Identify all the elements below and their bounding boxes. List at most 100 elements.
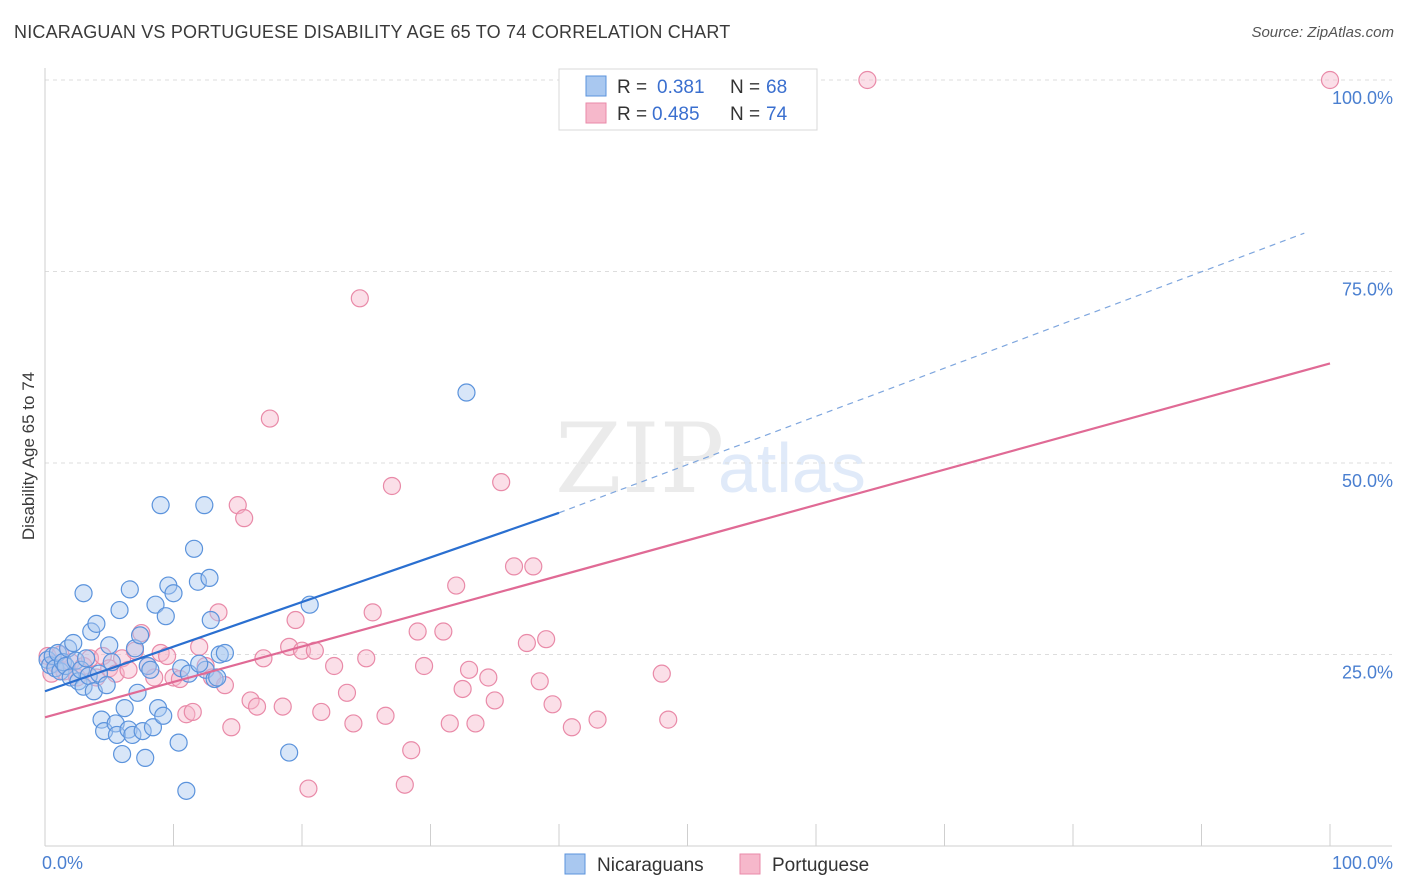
nicaraguan-point-30 [112, 744, 132, 764]
portuguese-point-37 [273, 697, 292, 716]
portuguese-point-72 [588, 710, 607, 729]
portuguese-point-56 [434, 622, 453, 641]
nicaraguan-point-17 [74, 584, 93, 603]
nicaraguan-point-59 [200, 568, 219, 588]
trend-lines [44, 232, 1331, 719]
nicaraguan-trend-extension [558, 232, 1305, 514]
nicaraguan-point-37 [130, 626, 150, 645]
nicaraguan-point-49 [164, 584, 183, 603]
portuguese-point-54 [408, 622, 427, 641]
portuguese-point-30 [222, 718, 241, 737]
nicaraguan-point-22 [92, 710, 111, 729]
watermark-zip: ZIP [555, 403, 724, 515]
legend-n-value-1: 68 [766, 77, 787, 98]
nicaraguan-point-20 [87, 614, 106, 633]
legend-r-value-1: 0.381 [657, 77, 705, 98]
x-tick-label-1: 100.0% [1332, 853, 1393, 873]
nicaraguan-point-58 [201, 610, 220, 630]
legend-n-label-2: N = [730, 104, 760, 125]
y-tick-label-3: 100.0% [1332, 88, 1393, 108]
nicaraguan-point-67 [190, 654, 209, 673]
portuguese-point-20 [157, 646, 177, 666]
portuguese-point-69 [537, 630, 556, 649]
nicaraguan-point-15 [77, 649, 96, 668]
nicaraguan-point-42 [143, 718, 163, 737]
portuguese-point-47 [350, 289, 369, 308]
portuguese-point-32 [235, 509, 254, 528]
portuguese-point-76 [1320, 70, 1340, 90]
portuguese-point-46 [344, 714, 363, 733]
nicaraguan-point-25 [100, 636, 119, 655]
nicaraguan-point-24 [97, 676, 116, 695]
bottom-legend-swatch-nicaraguans [564, 853, 586, 875]
legend-r-label-2: R = [617, 104, 647, 125]
portuguese-point-65 [504, 557, 524, 576]
axes [44, 68, 1392, 847]
nicaraguan-point-41 [141, 660, 160, 679]
portuguese-point-45 [337, 683, 357, 702]
portuguese-point-68 [530, 672, 549, 691]
portuguese-point-61 [466, 714, 485, 733]
nicaraguan-point-46 [154, 706, 173, 725]
portuguese-point-53 [402, 741, 421, 760]
portuguese-point-55 [414, 656, 434, 676]
bottom-legend-portuguese: Portuguese [772, 855, 869, 876]
portuguese-point-28 [209, 603, 228, 622]
y-tick-label-0: 25.0% [1342, 663, 1393, 683]
legend-n-value-2: 74 [766, 104, 788, 125]
bottom-legend-swatch-portuguese [739, 853, 761, 875]
portuguese-point-35 [254, 649, 273, 668]
y-tick-label-2: 75.0% [1342, 280, 1393, 300]
portuguese-trend-line [44, 362, 1331, 719]
gridlines [45, 79, 1392, 655]
portuguese-point-41 [299, 779, 318, 798]
nicaraguan-point-33 [120, 580, 139, 599]
y-axis-label: Disability Age 65 to 74 [19, 372, 38, 540]
portuguese-point-50 [376, 706, 395, 725]
correlation-legend: R = 0.381 N = 68 R = 0.485 N = 74 [558, 68, 818, 131]
portuguese-point-43 [312, 702, 331, 722]
portuguese-point-64 [492, 473, 511, 492]
nicaraguan-point-64 [280, 743, 299, 762]
portuguese-point-24 [183, 702, 202, 722]
nicaraguan-point-38 [133, 721, 152, 741]
portuguese-point-67 [524, 557, 543, 576]
portuguese-point-36 [260, 409, 279, 428]
nicaraguan-point-29 [110, 600, 129, 620]
nicaraguan-point-31 [115, 699, 134, 718]
portuguese-point-70 [543, 695, 562, 714]
nicaraguan-point-7 [56, 656, 75, 676]
portuguese-point-66 [517, 633, 536, 653]
nicaraguan-point-66 [457, 383, 476, 402]
legend-swatch-nicaraguans [585, 75, 607, 97]
nicaraguan-point-55 [188, 572, 208, 591]
portuguese-point-48 [357, 649, 376, 668]
y-tick-label-1: 50.0% [1342, 471, 1393, 491]
portuguese-point-29 [215, 676, 234, 695]
tick-labels: 25.0% 50.0% 75.0% 100.0% 0.0% 100.0% [42, 88, 1393, 873]
portuguese-point-75 [858, 70, 877, 90]
portuguese-point-73 [652, 664, 671, 683]
nicaraguan-points [38, 383, 476, 800]
portuguese-point-52 [395, 775, 414, 794]
portuguese-point-60 [459, 660, 479, 679]
nicaraguan-point-47 [156, 607, 175, 626]
nicaraguan-point-52 [177, 781, 196, 800]
chart-title: NICARAGUAN VS PORTUGUESE DISABILITY AGE … [14, 22, 731, 42]
legend-swatch-portuguese [585, 102, 607, 124]
nicaraguan-point-10 [64, 633, 83, 653]
legend-r-value-2: 0.485 [652, 104, 700, 125]
nicaraguan-point-34 [123, 725, 142, 745]
source-credit: Source: ZipAtlas.com [1251, 24, 1394, 41]
portuguese-point-49 [363, 603, 382, 622]
x-tick-label-0: 0.0% [42, 853, 83, 873]
watermark: ZIP atlas [555, 403, 866, 515]
portuguese-point-62 [479, 668, 498, 687]
nicaraguan-point-54 [184, 539, 204, 558]
portuguese-point-44 [325, 656, 344, 676]
portuguese-point-57 [440, 714, 459, 733]
watermark-atlas: atlas [718, 429, 866, 507]
portuguese-point-71 [562, 718, 581, 737]
bottom-legend-nicaraguans: Nicaraguans [597, 855, 704, 876]
